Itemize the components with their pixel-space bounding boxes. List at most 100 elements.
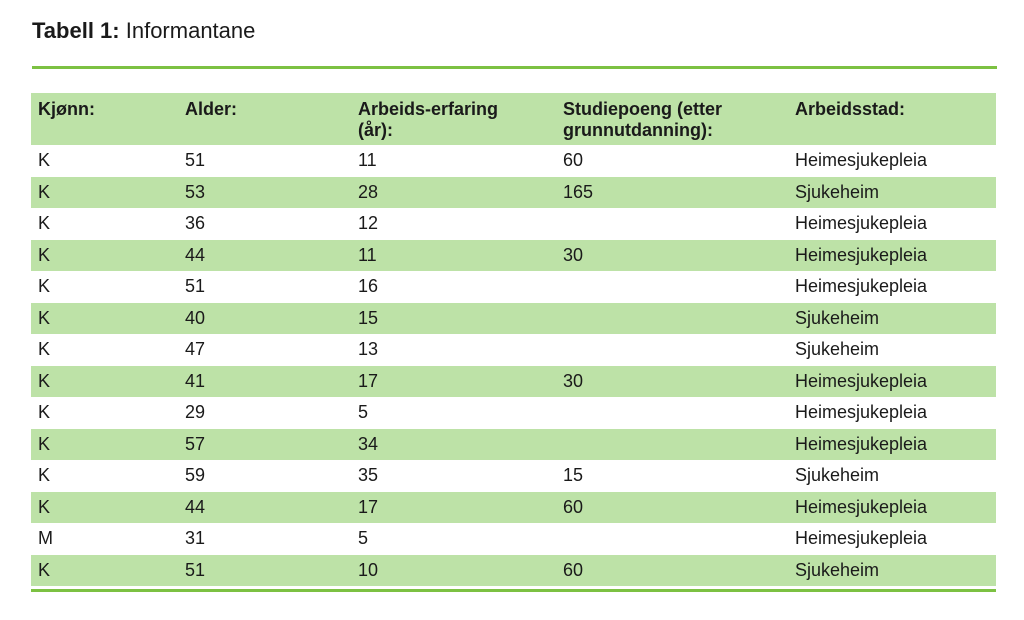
table-row: K 59 35 15 Sjukeheim: [31, 460, 996, 492]
header-label: Kjønn:: [38, 99, 95, 119]
table-title: Tabell 1: Informantane: [32, 17, 255, 45]
table-cell: K: [38, 402, 51, 423]
table-row: K 51 11 60 Heimesjukepleia: [31, 145, 996, 177]
table-cell: 51: [185, 276, 206, 297]
table-cell: [556, 523, 788, 555]
table-cell: [556, 334, 788, 366]
header-cell-alder: Alder:: [178, 93, 351, 146]
table-cell: 60: [563, 559, 584, 580]
table-cell: K: [38, 276, 51, 297]
table-cell: 51: [185, 559, 206, 580]
table-cell: Heimesjukepleia: [795, 528, 928, 549]
table-cell: 60: [563, 496, 584, 517]
table-row: K 51 16 Heimesjukepleia: [31, 271, 996, 303]
table-title-label: Tabell 1:: [32, 18, 120, 43]
table-cell: Heimesjukepleia: [795, 433, 928, 454]
table-cell: Heimesjukepleia: [795, 244, 928, 265]
table-row: K 53 28 165 Sjukeheim: [31, 176, 996, 209]
table-cell: 47: [185, 339, 206, 360]
table-row: K 57 34 Heimesjukepleia: [31, 428, 996, 461]
table-row: K 41 17 30 Heimesjukepleia: [31, 365, 996, 398]
table-cell: [556, 429, 788, 461]
table-cell: 17: [358, 496, 379, 517]
table-cell: 11: [358, 150, 377, 171]
table-cell: Heimesjukepleia: [795, 402, 928, 423]
table-cell: K: [38, 433, 51, 454]
header-label: Alder:: [185, 99, 238, 119]
table-cell: K: [38, 559, 51, 580]
table-cell: 15: [358, 307, 379, 328]
table-cell: 11: [358, 244, 377, 265]
table-cell: 28: [358, 181, 379, 202]
table-cell: 31: [185, 528, 206, 549]
table-cell: K: [38, 370, 51, 391]
table-cell: Sjukeheim: [795, 465, 880, 486]
table-cell: M: [38, 528, 53, 549]
table-cell: K: [38, 244, 51, 265]
header-cell-arbeidserfaring: Arbeids-erfaring (år):: [351, 93, 556, 146]
table-cell: 44: [185, 496, 206, 517]
table-row: K 36 12 Heimesjukepleia: [31, 208, 996, 240]
table-cell: 5: [358, 402, 369, 423]
table-cell: 41: [185, 370, 206, 391]
table-cell: [556, 208, 788, 240]
title-underline: [32, 66, 997, 69]
table-cell: 12: [358, 213, 379, 234]
table-row: K 47 13 Sjukeheim: [31, 334, 996, 366]
table-cell: Heimesjukepleia: [795, 150, 928, 171]
table-row: K 51 10 60 Sjukeheim: [31, 554, 996, 587]
header-cell-arbeidsstad: Arbeidsstad:: [788, 93, 996, 146]
table-body: K 51 11 60 Heimesjukepleia K 53 28 165 Sjukeheim K…: [31, 145, 996, 587]
table-cell: 16: [358, 276, 379, 297]
header-label: Arbeidsstad:: [795, 99, 906, 119]
table-cell: 44: [185, 244, 206, 265]
table-cell: 165: [563, 181, 594, 202]
table-bottom-border: [31, 589, 996, 592]
table-cell: [556, 303, 788, 335]
table-cell: 40: [185, 307, 206, 328]
header-label: Studiepoeng (etter grunnutdanning):: [563, 99, 723, 141]
table-cell: Heimesjukepleia: [795, 276, 928, 297]
table-cell: 29: [185, 402, 206, 423]
table-cell: Heimesjukepleia: [795, 213, 928, 234]
informants-table: Kjønn: Alder: Arbeids-erfaring (år): Stu…: [31, 93, 996, 587]
header-label: Arbeids-erfaring (år):: [358, 99, 499, 141]
table-cell: [556, 271, 788, 303]
table-cell: 60: [563, 150, 584, 171]
table-header-row: Kjønn: Alder: Arbeids-erfaring (år): Stu…: [31, 93, 996, 146]
table-cell: 34: [358, 433, 379, 454]
table-row: K 29 5 Heimesjukepleia: [31, 397, 996, 429]
table-cell: Sjukeheim: [795, 181, 880, 202]
table-cell: 35: [358, 465, 379, 486]
table-cell: K: [38, 213, 51, 234]
header-cell-kjonn: Kjønn:: [31, 93, 178, 146]
table-cell: 13: [358, 339, 379, 360]
table-cell: 59: [185, 465, 206, 486]
table-row: K 44 11 30 Heimesjukepleia: [31, 239, 996, 272]
table-cell: Sjukeheim: [795, 559, 880, 580]
table-cell: Heimesjukepleia: [795, 370, 928, 391]
table-cell: 57: [185, 433, 206, 454]
table-cell: K: [38, 181, 51, 202]
table-row: M 31 5 Heimesjukepleia: [31, 523, 996, 555]
table-cell: [556, 397, 788, 429]
table-cell: K: [38, 339, 51, 360]
table-cell: 17: [358, 370, 379, 391]
table-cell: 30: [563, 370, 584, 391]
table-cell: 30: [563, 244, 584, 265]
table-cell: 5: [358, 528, 369, 549]
header-cell-studiepoeng: Studiepoeng (etter grunnutdanning):: [556, 93, 788, 146]
table-cell: Sjukeheim: [795, 307, 880, 328]
table-cell: K: [38, 465, 51, 486]
table-cell: Sjukeheim: [795, 339, 880, 360]
table-cell: K: [38, 307, 51, 328]
table-cell: 53: [185, 181, 206, 202]
table-cell: K: [38, 496, 51, 517]
table-title-text: Informantane: [119, 18, 256, 43]
table-cell: 15: [563, 465, 584, 486]
table-cell: 10: [358, 559, 379, 580]
table-row: K 44 17 60 Heimesjukepleia: [31, 491, 996, 524]
table-cell: 36: [185, 213, 206, 234]
table-row: K 40 15 Sjukeheim: [31, 302, 996, 335]
